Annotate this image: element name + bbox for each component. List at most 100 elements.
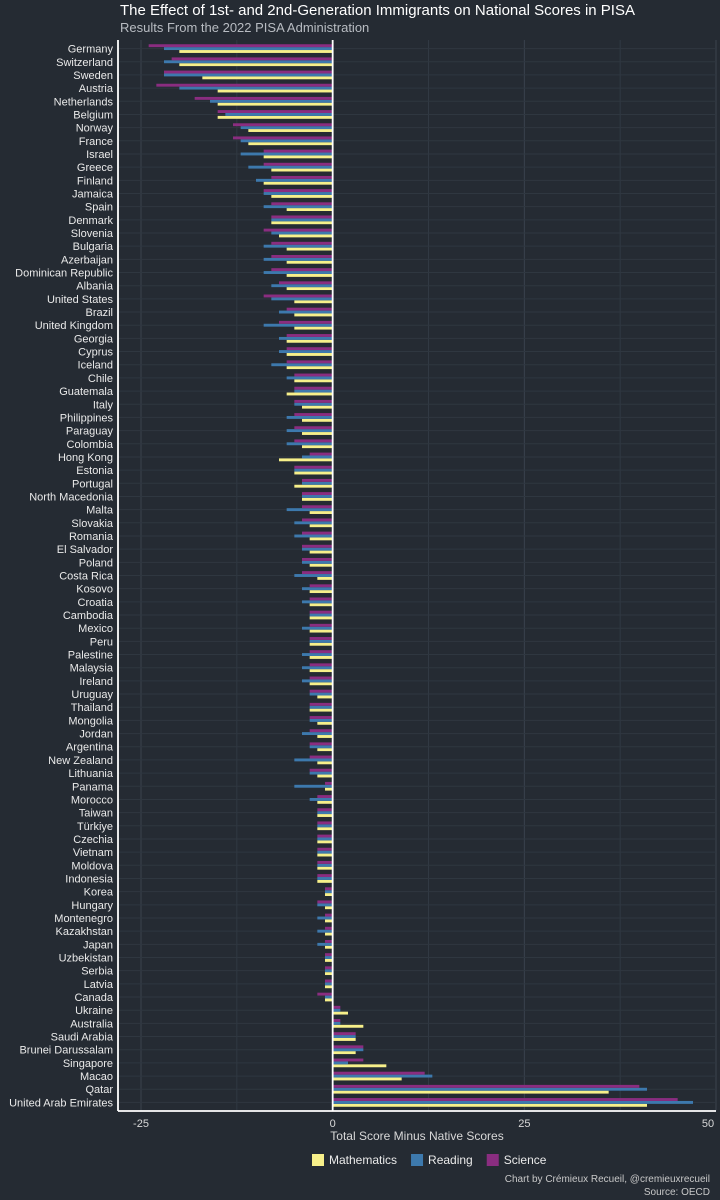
bar-reading-portugal: [302, 481, 333, 485]
category-label-norway: Norway: [76, 123, 114, 135]
category-label-new-zealand: New Zealand: [48, 755, 113, 767]
bar-reading-israel: [240, 152, 333, 156]
bar-science-morocco: [317, 795, 333, 798]
bar-reading-brunei-darussalam: [332, 1048, 364, 1052]
bar-mathematics-georgia: [286, 339, 333, 343]
bar-science-italy: [294, 399, 333, 403]
bar-reading-argentina: [309, 745, 333, 749]
bar-mathematics-singapore: [332, 1064, 387, 1068]
axes: [117, 40, 716, 1112]
bar-mathematics-albania: [286, 287, 333, 291]
bar-reading-austria: [179, 86, 333, 90]
bar-reading-denmark: [271, 218, 333, 222]
category-label-serbia: Serbia: [81, 966, 114, 978]
bar-science-estonia: [294, 465, 333, 469]
bar-mathematics-hungary: [325, 906, 333, 910]
bar-science-slovenia: [263, 228, 333, 232]
x-tick-50: 50: [702, 1118, 714, 1130]
bar-reading-indonesia: [317, 877, 333, 880]
bar-reading-switzerland: [164, 60, 333, 64]
bar-science-turkiye: [317, 821, 333, 825]
bar-science-hong-kong: [309, 452, 333, 456]
chart-credit: Chart by Crémieux Recueil, @cremieuxrecu…: [505, 1174, 710, 1185]
bar-science-albania: [279, 281, 333, 285]
bar-science-georgia: [286, 334, 333, 337]
bar-science-denmark: [271, 215, 333, 219]
bar-science-mongolia: [309, 716, 333, 719]
category-label-bulgaria: Bulgaria: [73, 241, 114, 253]
bar-reading-palestine: [302, 653, 333, 656]
bar-mathematics-costa-rica: [317, 576, 333, 580]
bar-science-peru: [309, 637, 333, 640]
bar-science-thailand: [309, 702, 333, 706]
bar-science-belgium: [217, 110, 333, 114]
bar-reading-dominican-republic: [263, 271, 333, 274]
bar-mathematics-italy: [302, 405, 333, 409]
category-label-france: France: [79, 136, 113, 148]
bar-mathematics-germany: [179, 50, 333, 53]
category-label-macao: Macao: [80, 1071, 113, 1083]
bar-mathematics-jordan: [317, 735, 333, 738]
bar-science-new-zealand: [309, 755, 333, 759]
legend-label-reading: Reading: [428, 1153, 473, 1167]
bar-science-bulgaria: [271, 241, 333, 245]
category-label-dominican-republic: Dominican Republic: [15, 268, 113, 280]
bar-science-vietnam: [317, 847, 333, 851]
bar-reading-north-macedonia: [302, 495, 333, 498]
bar-science-malta: [302, 505, 333, 509]
bar-science-indonesia: [317, 874, 333, 878]
bar-science-norway: [233, 123, 333, 127]
bar-mathematics-lithuania: [317, 774, 333, 778]
category-label-kazakhstan: Kazakhstan: [56, 926, 113, 938]
bar-reading-mexico: [302, 626, 333, 630]
bar-reading-spain: [263, 205, 333, 209]
bar-mathematics-qatar: [332, 1090, 609, 1094]
bar-reading-ukraine: [332, 1008, 341, 1012]
bar-science-sweden: [164, 70, 333, 74]
category-label-malta: Malta: [86, 505, 114, 517]
bar-reading-poland: [302, 560, 333, 564]
category-label-chile: Chile: [88, 373, 113, 385]
bar-science-uruguay: [309, 689, 333, 693]
category-label-albania: Albania: [76, 281, 114, 293]
bar-reading-vietnam: [317, 850, 333, 854]
bar-mathematics-denmark: [271, 221, 333, 225]
bar-mathematics-saudi-arabia: [332, 1037, 356, 1041]
legend: Mathematics Reading Science: [312, 1153, 547, 1167]
bar-mathematics-slovakia: [309, 524, 333, 528]
category-label-japan: Japan: [83, 939, 113, 951]
bar-mathematics-czechia: [317, 840, 333, 844]
bar-reading-korea: [325, 890, 333, 894]
bar-mathematics-ireland: [309, 682, 333, 686]
bar-reading-georgia: [279, 336, 333, 340]
category-label-azerbaijan: Azerbaijan: [61, 254, 113, 266]
category-label-austria: Austria: [79, 83, 114, 95]
category-label-poland: Poland: [79, 557, 113, 569]
bar-mathematics-hong-kong: [279, 458, 333, 462]
bar-science-romania: [302, 531, 333, 535]
bar-mathematics-mexico: [309, 629, 333, 633]
category-label-hungary: Hungary: [71, 900, 113, 912]
chart-subtitle: Results From the 2022 PISA Administratio…: [120, 20, 369, 35]
category-label-philippines: Philippines: [60, 412, 114, 424]
bar-mathematics-kazakhstan: [325, 932, 333, 936]
bar-science-qatar: [332, 1084, 640, 1088]
gridlines: [118, 40, 717, 1111]
bar-reading-taiwan: [317, 811, 333, 815]
category-label-qatar: Qatar: [85, 1084, 113, 1096]
category-label-estonia: Estonia: [76, 465, 114, 477]
bar-reading-estonia: [294, 468, 333, 472]
category-label-ireland: Ireland: [79, 676, 113, 688]
bar-reading-jamaica: [263, 192, 333, 195]
category-label-guatemala: Guatemala: [59, 386, 114, 398]
bar-mathematics-romania: [309, 537, 333, 541]
category-label-brazil: Brazil: [85, 307, 113, 319]
x-tick-0: 0: [330, 1118, 336, 1130]
bar-reading-saudi-arabia: [332, 1035, 356, 1038]
x-tick--25: -25: [133, 1118, 149, 1130]
bar-mathematics-netherlands: [217, 102, 333, 106]
category-label-lithuania: Lithuania: [68, 768, 114, 780]
category-label-moldova: Moldova: [71, 860, 113, 872]
bar-science-kosovo: [309, 584, 333, 588]
bar-science-guatemala: [294, 386, 333, 390]
